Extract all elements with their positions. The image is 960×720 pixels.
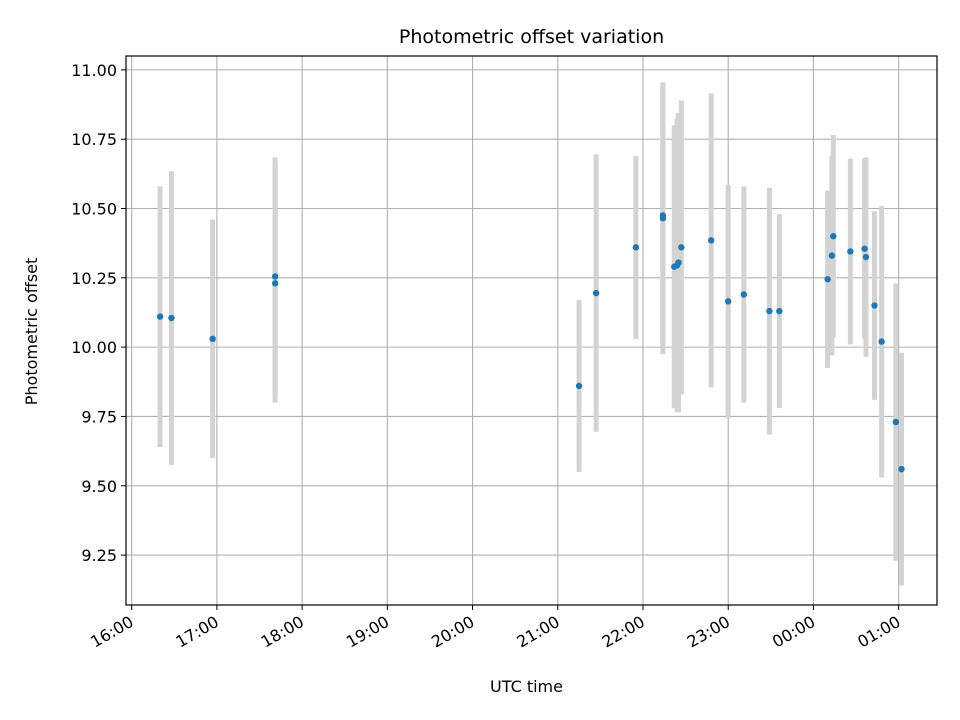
data-point (271, 280, 279, 287)
data-point (898, 465, 905, 473)
chart-title: Photometric offset variation (399, 26, 664, 48)
y-tick-label: 11.00 (71, 61, 117, 80)
y-tick-label: 9.75 (81, 407, 117, 426)
data-point (209, 335, 216, 343)
y-tick-label: 9.25 (81, 546, 117, 565)
x-tick-label: 18:00 (258, 612, 307, 652)
data-point (892, 418, 900, 426)
data-point (678, 244, 685, 251)
x-axis-label: UTC time (490, 677, 563, 696)
error-bars (157, 82, 904, 586)
data-point (271, 273, 279, 280)
plot-area-frame (125, 55, 938, 606)
data-point (632, 244, 640, 251)
x-tick-label: 22:00 (599, 612, 648, 652)
x-tick-label: 01:00 (854, 612, 903, 652)
data-point (766, 307, 773, 315)
data-point (776, 307, 783, 315)
x-tick-label: 16:00 (87, 612, 136, 652)
y-tick-label: 10.25 (71, 269, 117, 288)
y-tick-label: 9.50 (81, 477, 117, 496)
x-tick-label: 23:00 (684, 612, 733, 652)
data-point (862, 253, 870, 261)
x-tick-label: 19:00 (343, 612, 392, 652)
data-point (824, 276, 831, 283)
data-point (168, 314, 175, 322)
data-point (830, 233, 837, 240)
y-tick-label: 10.75 (71, 130, 117, 149)
data-point (871, 302, 878, 309)
data-point (878, 338, 885, 345)
data-point (828, 252, 836, 259)
x-tick-label: 21:00 (513, 612, 562, 652)
x-tick-label: 17:00 (172, 612, 221, 652)
data-point (156, 313, 164, 320)
y-axis-label: Photometric offset (22, 258, 41, 406)
x-tick-label: 00:00 (769, 612, 818, 652)
data-point (592, 289, 600, 297)
data-point (659, 215, 667, 222)
data-point (675, 259, 682, 266)
data-points (156, 212, 905, 473)
data-point (847, 248, 854, 255)
data-point (740, 291, 748, 298)
data-point (725, 298, 732, 305)
grid (126, 56, 937, 605)
x-tick-label: 20:00 (428, 612, 477, 652)
y-tick-label: 10.00 (71, 338, 117, 357)
data-point (861, 245, 868, 252)
y-tick-label: 10.50 (71, 200, 117, 219)
data-point (575, 382, 583, 390)
data-point (707, 237, 715, 244)
